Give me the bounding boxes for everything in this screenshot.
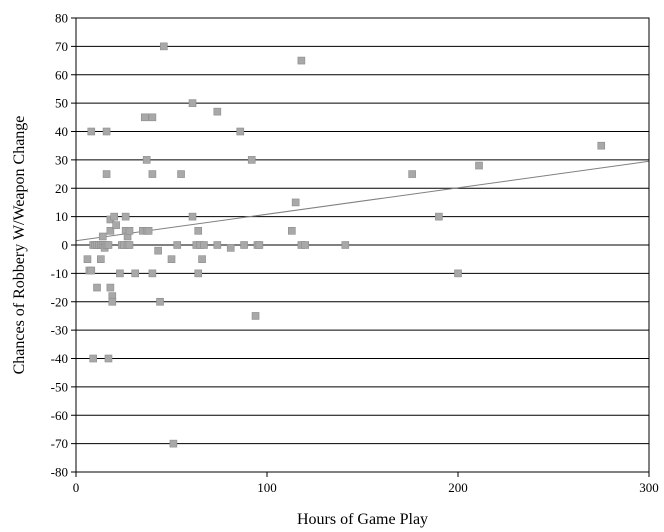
data-point (301, 241, 310, 249)
data-point (87, 266, 96, 275)
data-point (102, 127, 111, 136)
x-axis-ticks: 0 100 200 300 (73, 472, 659, 495)
data-point (89, 354, 97, 363)
data-point (200, 241, 208, 249)
data-point (104, 354, 113, 363)
data-point (408, 170, 416, 178)
data-point (173, 241, 182, 249)
y-tick-label: 70 (55, 39, 68, 54)
data-point (597, 141, 606, 150)
data-point (213, 107, 222, 116)
x-tick-label: 300 (639, 480, 659, 495)
data-point (194, 227, 203, 235)
y-axis-title: Chances of Robbery W/Weapon Change (11, 116, 28, 375)
data-point (106, 227, 115, 235)
y-tick-label: 60 (55, 67, 68, 82)
data-point (125, 227, 134, 235)
data-point (97, 255, 105, 263)
x-axis-title: Hours of Game Play (297, 511, 428, 528)
y-axis-ticks: -80 -70 -60 -50 -40 -30 -20 -10 0 10 20 30 40 50 60 70 8… (51, 11, 76, 480)
data-point (251, 312, 260, 320)
data-point (341, 241, 350, 249)
y-tick-label: -60 (51, 408, 68, 423)
data-point (454, 269, 462, 278)
data-point (93, 283, 101, 292)
data-point (188, 212, 197, 221)
data-point (226, 244, 235, 252)
y-tick-label: -20 (51, 294, 68, 309)
data-point (83, 255, 92, 263)
y-tick-label: 80 (55, 11, 68, 26)
y-tick-label: -10 (51, 266, 68, 281)
y-tick-label: -30 (51, 323, 68, 338)
y-tick-label: -70 (51, 436, 68, 451)
x-tick-label: 0 (73, 480, 80, 495)
y-tick-label: -50 (51, 379, 68, 394)
y-tick-label: -40 (51, 351, 68, 366)
data-point (288, 227, 296, 235)
data-point (297, 56, 306, 65)
data-point (87, 127, 96, 136)
data-point (160, 42, 168, 51)
y-tick-label: 0 (62, 238, 69, 253)
data-point (148, 113, 157, 122)
y-tick-label: 20 (55, 181, 68, 196)
x-tick-label: 200 (448, 480, 468, 495)
data-point (247, 156, 256, 164)
y-tick-label: 30 (55, 152, 68, 167)
data-point (144, 227, 153, 235)
data-point (148, 170, 157, 178)
data-point (198, 255, 206, 263)
data-point (177, 170, 185, 178)
data-point (240, 241, 248, 249)
data-point (108, 297, 117, 306)
data-point (125, 241, 134, 249)
data-point (169, 439, 178, 448)
data-point (291, 198, 300, 207)
data-point (140, 113, 149, 122)
trendline-layer (75, 160, 650, 242)
y-tick-label: 10 (55, 209, 68, 224)
data-point (236, 127, 245, 136)
trendline (75, 160, 650, 242)
y-tick-label: 40 (55, 124, 68, 139)
data-points (83, 42, 606, 448)
data-point (154, 246, 162, 255)
data-point (156, 297, 164, 306)
data-point (131, 269, 140, 278)
data-point (148, 269, 157, 278)
data-point (106, 283, 115, 292)
data-point (102, 170, 111, 178)
data-point (142, 156, 151, 164)
data-point (104, 241, 113, 249)
gridlines (76, 45, 649, 445)
data-point (194, 269, 203, 278)
data-point (213, 241, 222, 249)
data-point (255, 241, 264, 249)
x-tick-label: 100 (257, 480, 277, 495)
y-tick-label: -80 (51, 465, 68, 480)
y-tick-label: 50 (55, 96, 68, 111)
data-point (167, 255, 176, 263)
data-point (116, 269, 124, 278)
data-point (435, 212, 443, 221)
data-point (98, 232, 107, 241)
data-point (121, 212, 130, 221)
data-point (110, 212, 118, 221)
data-point (112, 221, 120, 229)
data-point (475, 161, 483, 170)
data-point (188, 99, 197, 107)
